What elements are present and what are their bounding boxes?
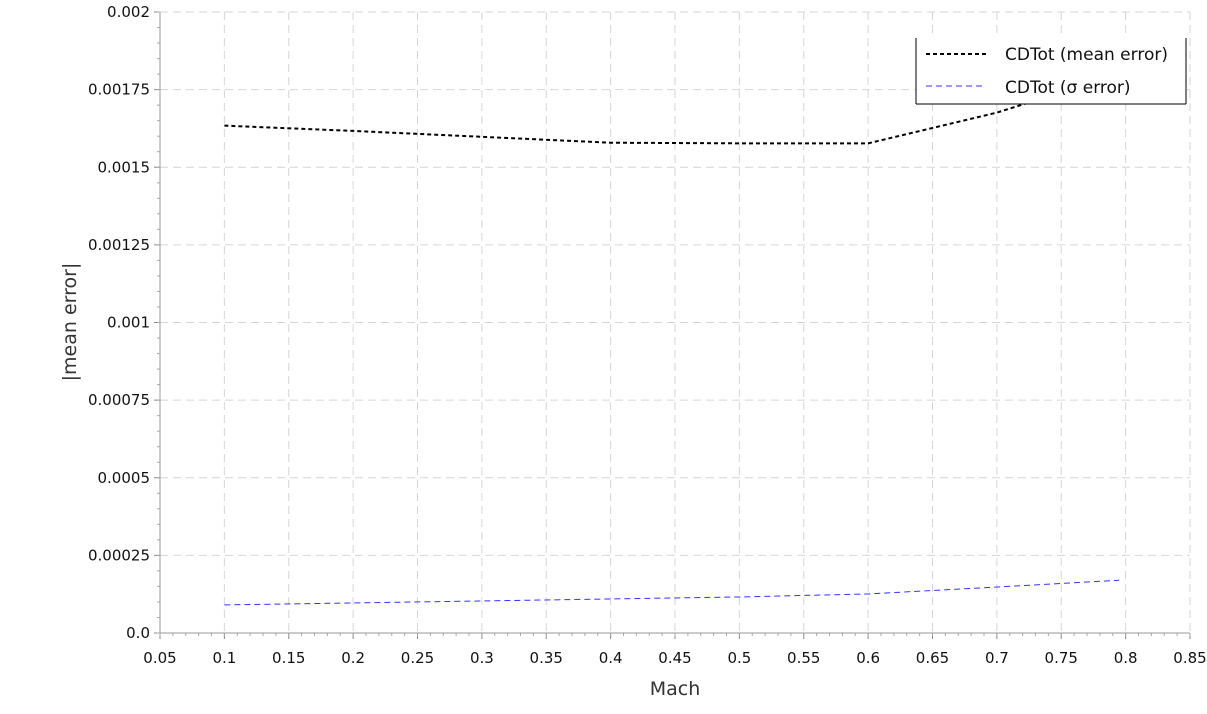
- y-tick-label: 0.0: [126, 624, 150, 642]
- x-tick-label: 0.6: [856, 649, 880, 667]
- y-tick-label: 0.001: [107, 314, 150, 332]
- grid: [159, 11, 1191, 634]
- x-tick-label: 0.05: [143, 649, 176, 667]
- x-tick-label: 0.75: [1045, 649, 1078, 667]
- x-tick-label: 0.55: [787, 649, 820, 667]
- y-tick-label: 0.00175: [88, 81, 150, 99]
- x-tick-label: 0.4: [599, 649, 623, 667]
- x-tick-label: 0.15: [272, 649, 305, 667]
- tick-labels: 0.05 0.1 0.15 0.2 0.25 0.3 0.35 0.4 0.45 0.5 0.55 0…: [88, 3, 1207, 667]
- y-tick-label: 0.00025: [88, 546, 150, 564]
- legend: CDTot (mean error) CDTot (σ error): [915, 38, 1187, 105]
- x-tick-label: 0.2: [341, 649, 365, 667]
- axes: [154, 11, 1191, 639]
- x-tick-label: 0.25: [401, 649, 434, 667]
- x-tick-label: 0.85: [1173, 649, 1206, 667]
- series-layer: [224, 73, 1120, 606]
- y-tick-label: 0.0005: [98, 469, 151, 487]
- y-tick-label: 0.002: [107, 3, 150, 21]
- x-tick-label: 0.35: [530, 649, 563, 667]
- y-tick-label: 0.00075: [88, 391, 150, 409]
- x-tick-label: 0.1: [212, 649, 236, 667]
- x-tick-label: 0.8: [1114, 649, 1138, 667]
- x-tick-label: 0.65: [916, 649, 949, 667]
- series-line-sigma-error: [224, 579, 1120, 606]
- y-axis-title: |mean error|: [59, 263, 81, 382]
- y-tick-label: 0.0015: [98, 158, 151, 176]
- legend-label-mean-error: CDTot (mean error): [1005, 45, 1168, 65]
- x-tick-label: 0.3: [470, 649, 494, 667]
- legend-box: [916, 38, 1186, 104]
- series-line-mean-error: [224, 73, 1120, 145]
- x-tick-label: 0.45: [658, 649, 691, 667]
- x-tick-label: 0.7: [985, 649, 1009, 667]
- y-tick-label: 0.00125: [88, 236, 150, 254]
- x-axis-title: Mach: [650, 678, 701, 700]
- x-tick-label: 0.5: [727, 649, 751, 667]
- legend-label-sigma-error: CDTot (σ error): [1005, 78, 1131, 98]
